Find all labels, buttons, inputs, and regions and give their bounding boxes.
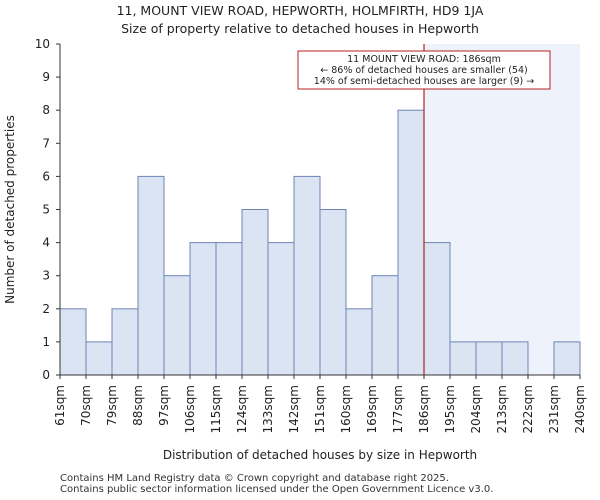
y-tick-label: 4 (42, 236, 50, 250)
annotation-line: 14% of semi-detached houses are larger (… (314, 76, 534, 87)
bar-133sqm (267, 242, 295, 376)
x-tick-label: 151sqm (313, 385, 327, 433)
bar-213sqm (501, 341, 529, 376)
bar-88sqm (137, 175, 165, 376)
y-tick-label: 3 (42, 269, 50, 283)
x-tick-label: 61sqm (53, 385, 67, 426)
x-tick-label: 240sqm (573, 385, 587, 433)
bar-97sqm (163, 275, 191, 376)
x-tick-label: 115sqm (209, 385, 223, 433)
y-tick-label: 1 (42, 335, 50, 349)
x-tick-label: 186sqm (417, 385, 431, 433)
y-tick-label: 6 (42, 169, 50, 183)
x-tick-label: 124sqm (235, 385, 249, 433)
x-tick-label: 160sqm (339, 385, 353, 433)
x-tick-label: 213sqm (495, 385, 509, 433)
x-axis-label: Distribution of detached houses by size … (163, 448, 477, 462)
x-tick-label: 195sqm (443, 385, 457, 433)
annotation-line: ← 86% of detached houses are smaller (54… (320, 65, 527, 76)
bar-61sqm (59, 308, 87, 376)
bar-231sqm (553, 341, 581, 376)
y-tick-label: 7 (42, 136, 50, 150)
x-tick-label: 97sqm (157, 385, 171, 426)
bar-186sqm (423, 242, 451, 376)
y-tick-label: 2 (42, 302, 50, 316)
x-tick-label: 222sqm (521, 385, 535, 433)
bar-195sqm (449, 341, 477, 376)
bar-79sqm (111, 308, 139, 376)
x-tick-label: 133sqm (261, 385, 275, 433)
x-tick-label: 70sqm (79, 385, 93, 426)
y-tick-label: 9 (42, 70, 50, 84)
x-tick-label: 177sqm (391, 385, 405, 433)
bar-142sqm (293, 175, 321, 376)
x-tick-label: 169sqm (365, 385, 379, 433)
bar-106sqm (189, 242, 217, 376)
bar-115sqm (215, 242, 243, 376)
x-tick-label: 231sqm (547, 385, 561, 433)
x-tick-label: 79sqm (105, 385, 119, 426)
bar-70sqm (85, 341, 113, 376)
chart-title: 11, MOUNT VIEW ROAD, HEPWORTH, HOLMFIRTH… (116, 3, 484, 18)
bar-151sqm (319, 209, 347, 376)
y-tick-label: 10 (35, 37, 50, 51)
bar-169sqm (371, 275, 399, 376)
x-tick-label: 142sqm (287, 385, 301, 433)
x-tick-label: 88sqm (131, 385, 145, 426)
y-tick-label: 8 (42, 103, 50, 117)
bar-204sqm (475, 341, 503, 376)
bar-124sqm (241, 209, 269, 376)
footer-copyright: Contains HM Land Registry data © Crown c… (60, 473, 449, 484)
x-tick-label: 204sqm (469, 385, 483, 433)
y-axis-label: Number of detached properties (3, 115, 17, 304)
y-tick-label: 5 (42, 203, 50, 217)
bar-160sqm (345, 308, 373, 376)
footer-licence: Contains public sector information licen… (60, 484, 494, 495)
bar-177sqm (397, 109, 425, 376)
x-tick-label: 106sqm (183, 385, 197, 433)
y-tick-label: 0 (42, 368, 50, 382)
annotation-line: 11 MOUNT VIEW ROAD: 186sqm (347, 54, 501, 65)
annotation-box (297, 50, 551, 90)
chart-subtitle: Size of property relative to detached ho… (121, 21, 479, 36)
